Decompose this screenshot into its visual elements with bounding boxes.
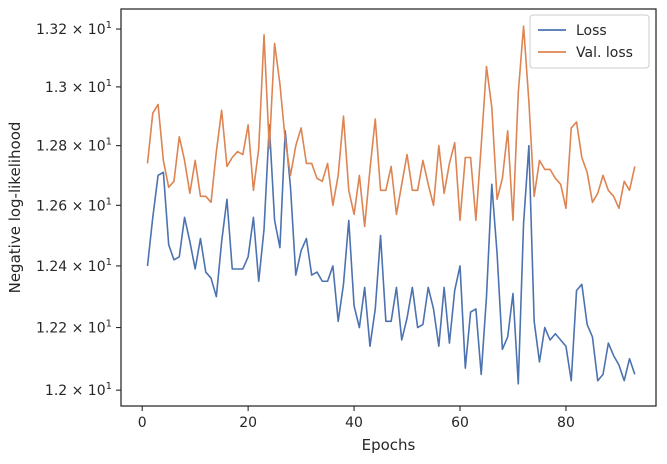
y-axis-label: Negative log-likelihood <box>6 122 24 294</box>
y-tick-label: 1.26 × 101 <box>36 196 112 214</box>
y-tick-label: 1.2 × 101 <box>45 381 112 399</box>
plot-frame <box>120 8 657 407</box>
y-tick-label: 1.22 × 101 <box>36 319 112 337</box>
series-line-1 <box>146 25 636 228</box>
legend-label: Loss <box>576 23 607 39</box>
legend: Loss Val. loss <box>529 14 650 69</box>
x-axis-label: Epochs <box>362 436 416 454</box>
y-tick-label: 1.28 × 101 <box>36 137 112 155</box>
x-tick-label: 0 <box>138 415 147 431</box>
x-tick-label: 20 <box>239 415 257 431</box>
y-tick-label: 1.24 × 101 <box>36 257 112 275</box>
series-layer <box>146 25 636 385</box>
series-line-0 <box>146 124 636 385</box>
y-axis: 1.2 × 101 1.22 × 101 1.24 × 101 1.26 × 101 1… <box>36 20 121 399</box>
x-tick-label: 80 <box>557 415 575 431</box>
x-tick-label: 40 <box>345 415 363 431</box>
x-axis: 0 20 40 60 80 <box>138 406 575 431</box>
x-tick-label: 60 <box>451 415 469 431</box>
y-tick-label: 1.3 × 101 <box>45 78 112 96</box>
plot-area <box>121 9 656 406</box>
legend-label: Val. loss <box>576 45 633 61</box>
legend-box <box>529 14 650 69</box>
y-tick-label: 1.32 × 101 <box>36 20 112 38</box>
